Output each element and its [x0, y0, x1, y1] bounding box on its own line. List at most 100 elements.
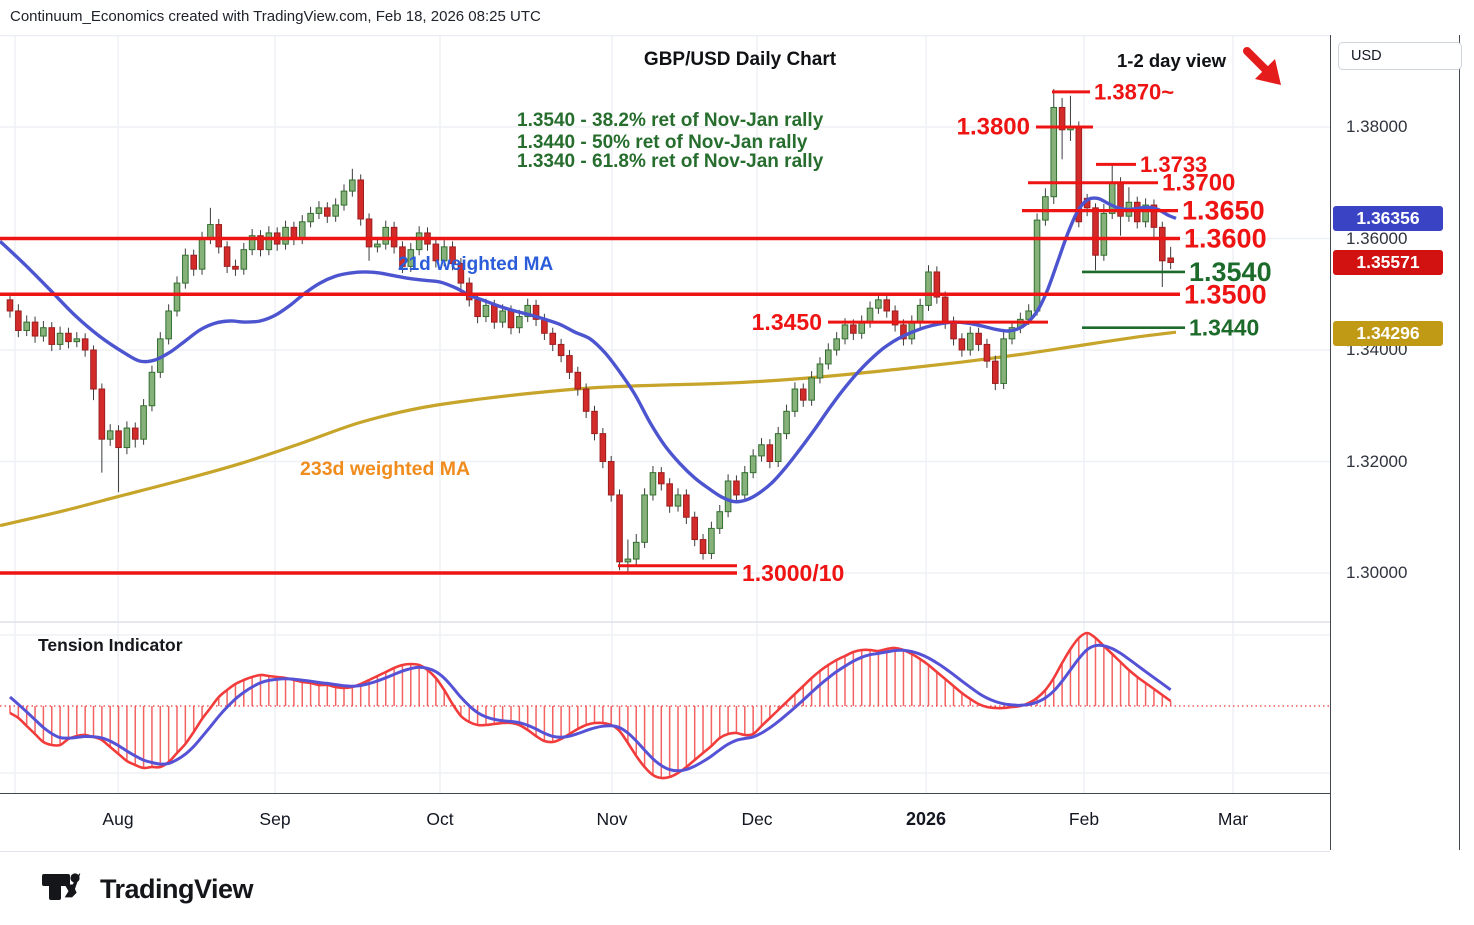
candles-group — [6, 89, 1174, 575]
candle-down — [933, 271, 941, 298]
candle-up — [440, 246, 448, 262]
candle-down — [582, 388, 590, 412]
candle-down — [891, 310, 899, 326]
candle-down — [457, 263, 465, 284]
candle-down — [131, 427, 139, 440]
candle-up — [382, 226, 390, 245]
candle-up — [749, 455, 757, 474]
time-label-Mar: Mar — [1217, 809, 1249, 829]
candle-up — [106, 430, 114, 440]
levels-group: 1.3600 1.3500 1.3450 1.3000/10 1.3870~ 1.3800… — [0, 79, 1272, 586]
candle-up — [332, 204, 339, 217]
attribution-text: Continuum_Economics created with Trading… — [10, 8, 541, 25]
candle-up — [182, 254, 189, 284]
candle-down — [975, 332, 982, 345]
time-axis[interactable]: Aug Sep Oct Nov Dec 2026 Feb Mar — [0, 793, 1330, 852]
tradingview-logo: TradingView — [42, 866, 254, 912]
candle-down — [658, 472, 665, 485]
down-right-arrow-icon — [1238, 40, 1290, 97]
candle-up — [1108, 182, 1116, 214]
candle-up — [516, 316, 523, 329]
ma233-line — [0, 330, 1177, 528]
candle-up — [841, 324, 849, 340]
tension-red-line — [9, 631, 1172, 780]
candle-up — [240, 249, 248, 270]
price-chart-canvas[interactable]: 1.3600 1.3500 1.3450 1.3000/10 1.3870~ 1.3800… — [0, 35, 1330, 793]
candle-down — [215, 224, 223, 248]
candle-down — [900, 324, 907, 340]
candle-down — [1092, 207, 1099, 256]
candle-up — [1100, 212, 1108, 256]
candle-down — [1159, 226, 1166, 262]
candle-down — [223, 246, 231, 267]
candle-up — [716, 511, 724, 529]
tradingview-logo-icon — [42, 867, 88, 912]
candle-down — [958, 338, 966, 351]
time-label-Dec: Dec — [741, 809, 773, 829]
level-label-1.3600: 1.3600 — [1184, 224, 1267, 254]
candle-down — [1058, 106, 1066, 131]
retracement-note-618: 1.3340 - 61.8% ret of Nov-Jan rally — [517, 151, 824, 172]
candle-up — [374, 243, 381, 248]
candle-down — [324, 207, 331, 217]
candle-up — [23, 321, 30, 331]
candle-up — [524, 304, 532, 318]
candle-up — [123, 427, 131, 449]
candle-down — [850, 324, 857, 334]
candle-up — [140, 405, 147, 440]
level-label-1.3800: 1.3800 — [957, 114, 1030, 141]
candle-up — [198, 238, 206, 270]
candle-down — [766, 444, 774, 462]
time-label-2026: 2026 — [905, 809, 947, 829]
candle-up — [858, 321, 866, 334]
candle-up — [875, 299, 882, 309]
candle-down — [474, 299, 481, 318]
level-label-1.3870~: 1.3870~ — [1094, 79, 1174, 104]
candle-down — [115, 430, 122, 449]
candle-down — [357, 179, 364, 220]
chart-title: GBP/USD Daily Chart — [643, 49, 837, 70]
candle-up — [916, 304, 924, 323]
currency-selector[interactable]: USD — [1338, 42, 1462, 70]
candle-up — [248, 235, 256, 251]
candle-down — [557, 343, 565, 357]
candle-up — [791, 388, 799, 412]
candle-down — [591, 410, 598, 435]
candle-up — [833, 338, 840, 351]
candle-up — [758, 444, 765, 457]
candle-up — [265, 232, 273, 251]
candle-up — [741, 472, 749, 496]
candle-up — [641, 494, 648, 543]
level-label-1.3450: 1.3450 — [752, 309, 822, 335]
candle-down — [365, 218, 373, 248]
price-axis[interactable]: USD 1.38000 1.36000 1.34000 1.32000 1.30000 … — [1330, 35, 1462, 850]
candle-down — [449, 246, 456, 265]
candle-down — [90, 349, 97, 390]
candle-up — [632, 541, 640, 560]
candle-up — [816, 363, 824, 379]
candle-up — [966, 332, 974, 351]
level-label-1.3733: 1.3733 — [1140, 152, 1207, 177]
price-tick-1.38000: 1.38000 — [1346, 117, 1408, 136]
candle-up — [173, 282, 181, 312]
tension-blue-line — [9, 643, 1172, 773]
view-note: 1-2 day view — [1117, 50, 1227, 71]
candle-up — [499, 310, 506, 323]
candle-down — [81, 338, 89, 351]
retracement-note-382: 1.3540 - 38.2% ret of Nov-Jan rally — [517, 110, 824, 131]
candle-down — [599, 433, 607, 462]
candle-down — [399, 246, 406, 267]
candle-up — [148, 371, 156, 407]
candle-up — [340, 190, 348, 206]
candle-down — [232, 265, 239, 270]
candle-up — [73, 338, 81, 343]
candle-down — [65, 332, 72, 343]
level-label-1.3700: 1.3700 — [1162, 169, 1235, 196]
candle-up — [165, 310, 172, 340]
candle-down — [31, 321, 39, 337]
candle-down — [6, 299, 14, 312]
level-label-1.3540: 1.3540 — [1189, 257, 1272, 287]
candle-up — [1042, 196, 1049, 221]
level-label-1.3500: 1.3500 — [1184, 279, 1267, 309]
